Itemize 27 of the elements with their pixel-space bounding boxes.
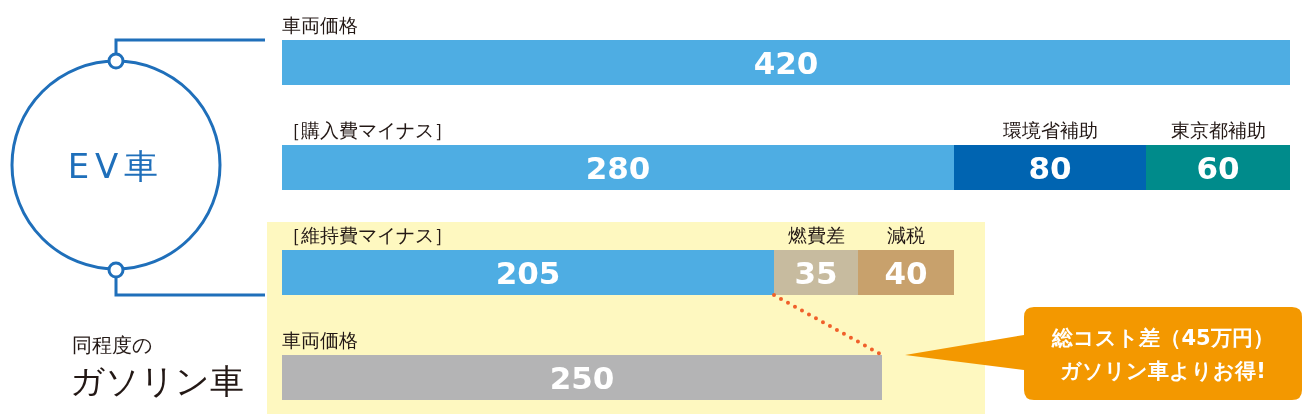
data-label: 205 bbox=[495, 254, 561, 291]
bar bbox=[282, 250, 774, 295]
data-label: 420 bbox=[753, 44, 819, 81]
annotation: 環境省補助 bbox=[1002, 119, 1098, 141]
annotation: 総コスト差（45万円） bbox=[1051, 326, 1274, 350]
y-tick-label: ［購入費マイナス］ bbox=[282, 119, 453, 141]
text: EV車 bbox=[67, 146, 165, 186]
bar bbox=[954, 145, 1146, 190]
text: ガソリン車 bbox=[70, 361, 244, 401]
data-label: 80 bbox=[1028, 149, 1072, 186]
text: 同程度の bbox=[72, 333, 152, 357]
bar bbox=[1146, 145, 1290, 190]
y-tick-label: 車両価格 bbox=[282, 329, 358, 351]
data-label: 35 bbox=[794, 254, 838, 291]
bar bbox=[282, 355, 882, 400]
bar bbox=[282, 40, 1290, 85]
data-label: 250 bbox=[549, 359, 615, 396]
annotation: 減税 bbox=[887, 224, 925, 246]
data-label: 60 bbox=[1196, 149, 1240, 186]
y-tick-label: ［維持費マイナス］ bbox=[282, 224, 453, 246]
data-label: 40 bbox=[884, 254, 928, 291]
annotation: 東京都補助 bbox=[1170, 119, 1266, 141]
annotation: ガソリン車よりお得! bbox=[1060, 359, 1266, 383]
data-label: 280 bbox=[585, 149, 651, 186]
y-tick-label: 車両価格 bbox=[282, 14, 358, 36]
annotation: 燃費差 bbox=[787, 224, 845, 246]
bar bbox=[282, 145, 954, 190]
